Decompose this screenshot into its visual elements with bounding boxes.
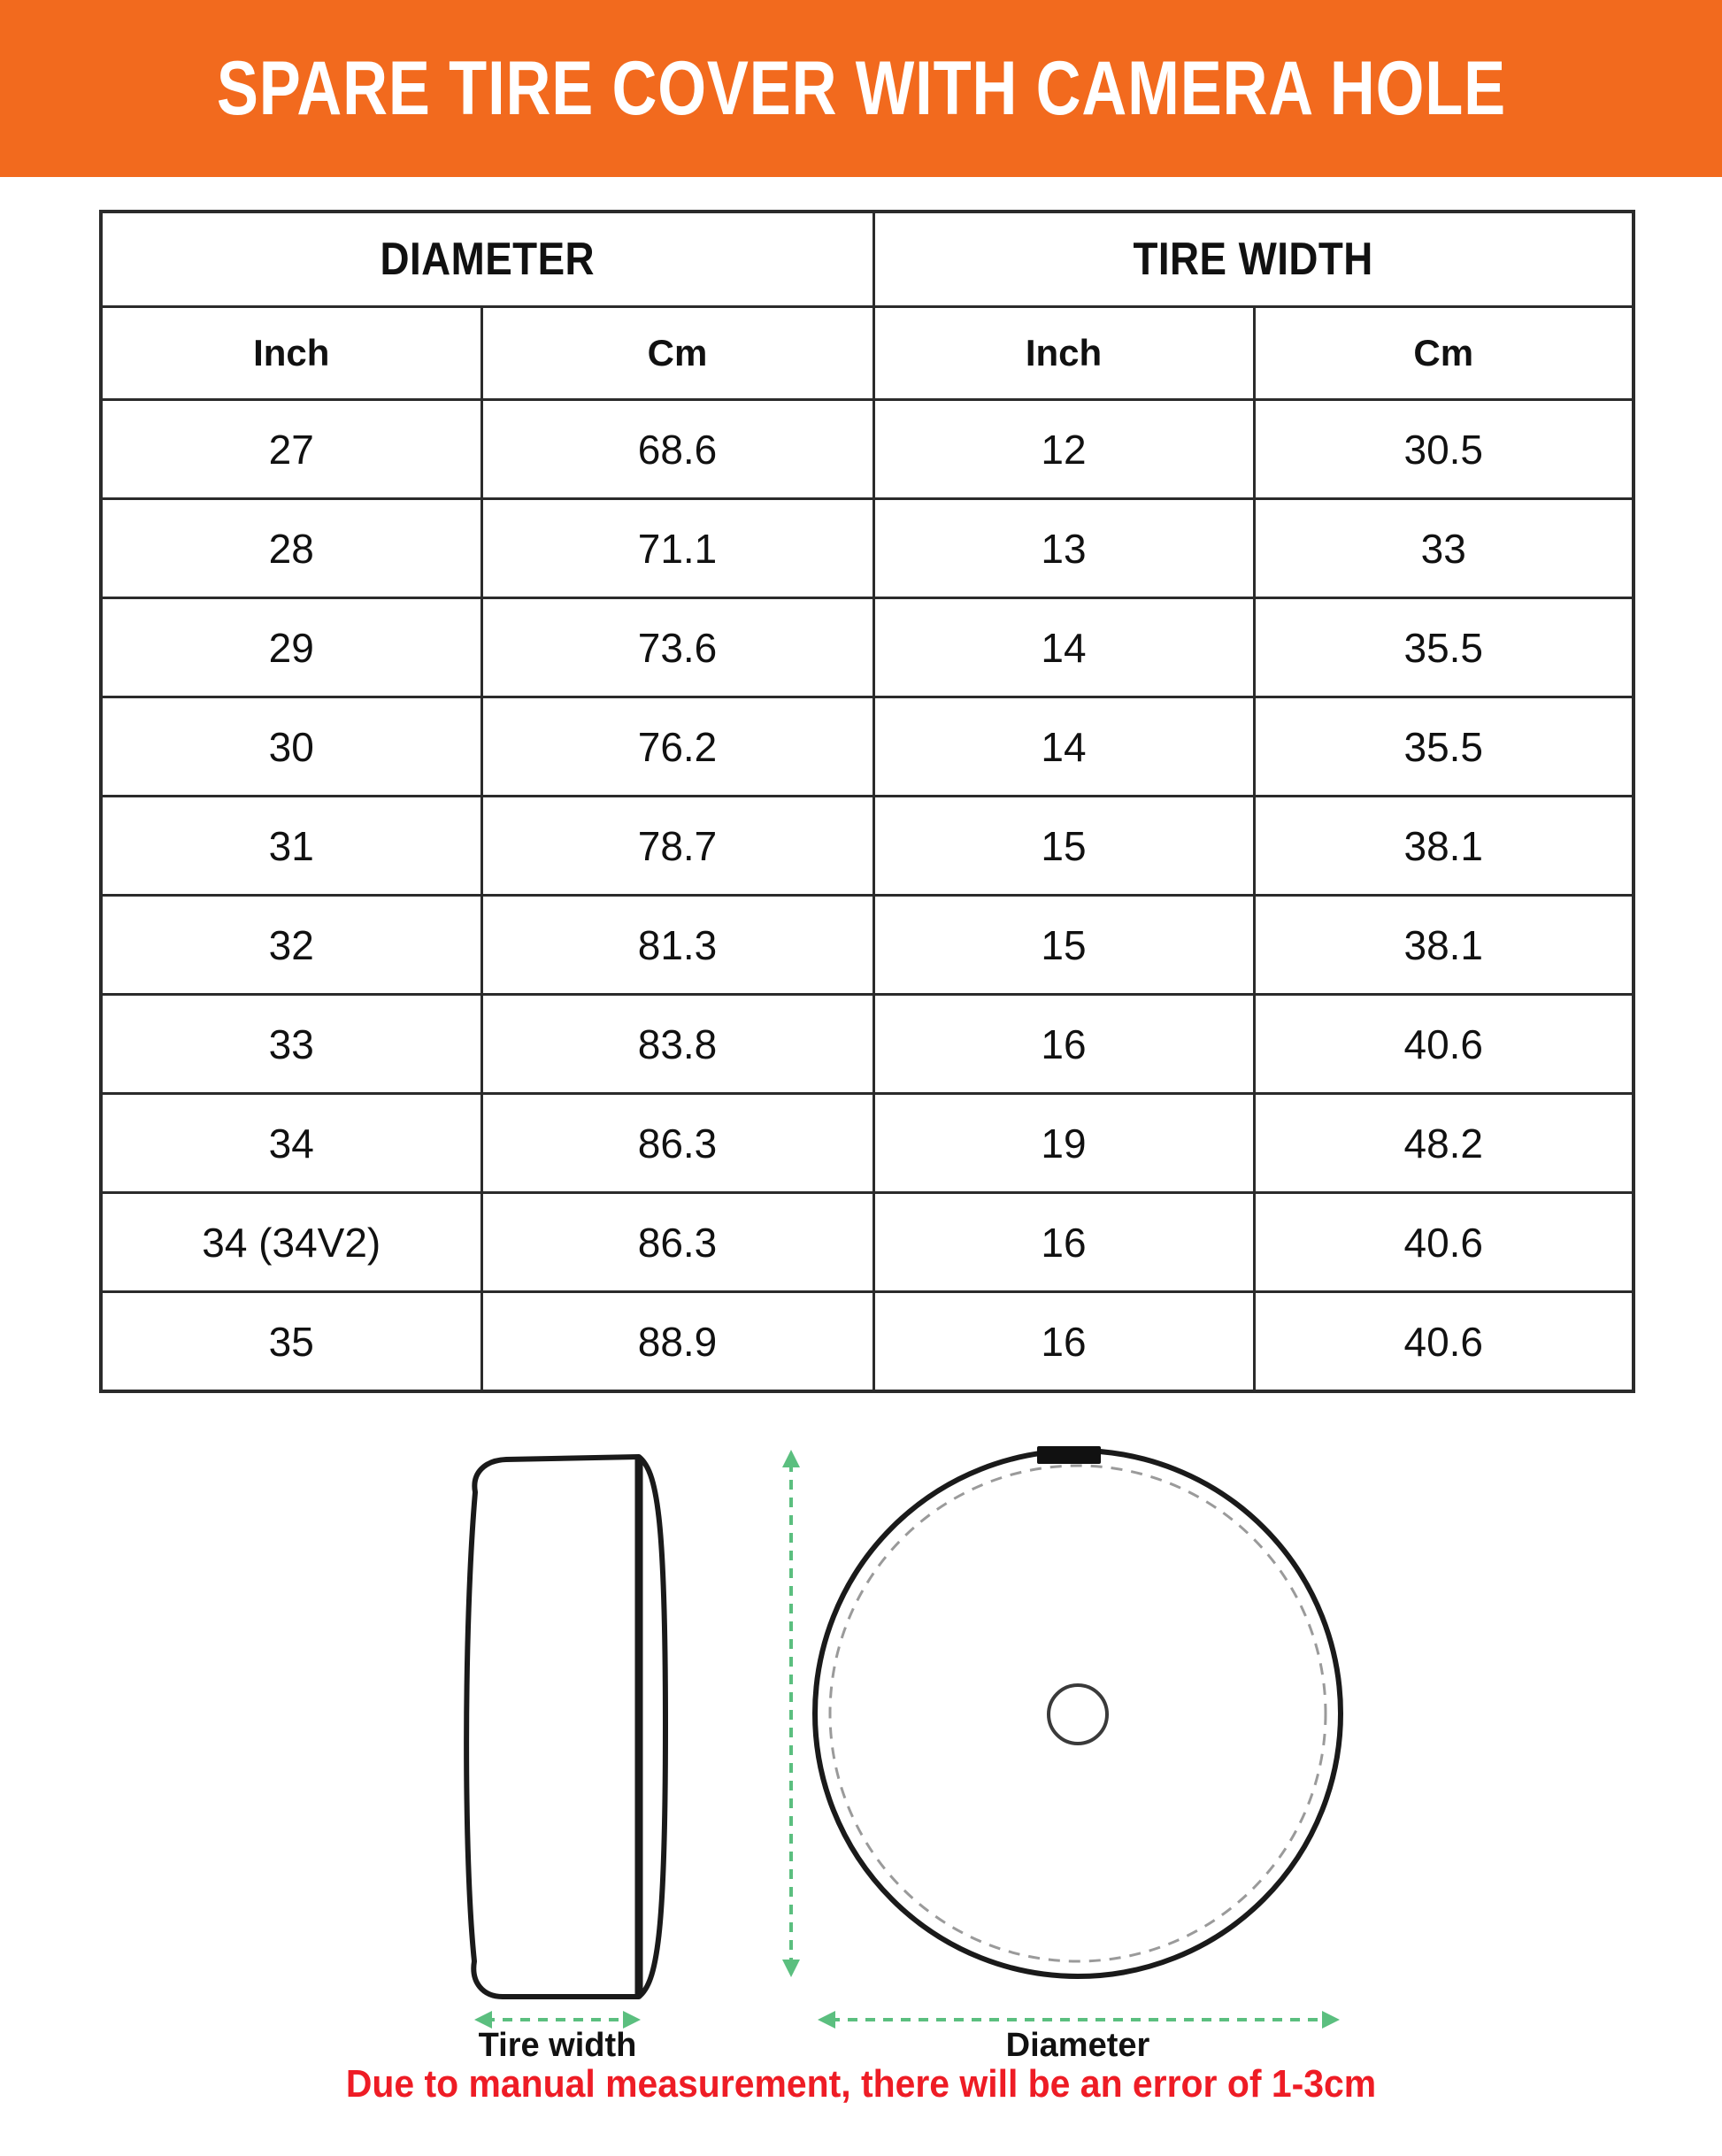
cell-diameter-inch: 33 xyxy=(99,993,483,1095)
cell-width-cm: 40.6 xyxy=(1252,1191,1635,1293)
cell-width-cm: 38.1 xyxy=(1252,795,1635,897)
page-title: SPARE TIRE COVER WITH CAMERA HOLE xyxy=(216,46,1506,131)
diameter-arrow-head-left xyxy=(818,2011,835,2029)
tire-width-label: Tire width xyxy=(478,2027,637,2064)
cell-diameter-cm: 86.3 xyxy=(480,1092,875,1194)
diameter-vertical-arrow-head-bottom xyxy=(782,1960,800,1977)
cell-width-cm: 40.6 xyxy=(1252,993,1635,1095)
size-chart-table: DIAMETER TIRE WIDTH Inch Cm Inch Cm 27 6… xyxy=(99,210,1636,1393)
table-row: 34 (34V2) 86.3 16 40.6 xyxy=(99,1191,1635,1293)
group-header-tire-width: TIRE WIDTH xyxy=(872,210,1635,308)
diameter-vertical-arrow-head-top xyxy=(782,1450,800,1467)
cell-width-cm: 33 xyxy=(1252,497,1635,599)
illustration-svg xyxy=(464,1446,1343,2029)
table-row: 35 88.9 16 40.6 xyxy=(99,1290,1635,1393)
group-header-diameter: DIAMETER xyxy=(99,210,875,308)
cell-width-cm: 40.6 xyxy=(1252,1290,1635,1393)
cell-width-inch: 19 xyxy=(872,1092,1256,1194)
tire-cover-inner-dashed-ring xyxy=(828,1464,1327,1963)
cell-width-inch: 14 xyxy=(872,696,1256,797)
sub-header-diameter-cm: Cm xyxy=(480,305,875,401)
cell-width-cm: 35.5 xyxy=(1252,696,1635,797)
diameter-vertical-arrow xyxy=(782,1450,800,1977)
group-header-tire-width-label: TIRE WIDTH xyxy=(1133,234,1373,285)
cell-width-cm: 30.5 xyxy=(1252,398,1635,500)
cell-diameter-inch: 31 xyxy=(99,795,483,897)
cell-diameter-cm: 71.1 xyxy=(480,497,875,599)
table-body: 27 68.6 12 30.5 28 71.1 13 33 29 73.6 14… xyxy=(99,398,1635,1393)
diameter-label: Diameter xyxy=(1005,2027,1150,2064)
table-row: 29 73.6 14 35.5 xyxy=(99,597,1635,698)
table-row: 31 78.7 15 38.1 xyxy=(99,795,1635,897)
cell-width-inch: 16 xyxy=(872,1290,1256,1393)
cell-diameter-cm: 88.9 xyxy=(480,1290,875,1393)
cell-width-cm: 48.2 xyxy=(1252,1092,1635,1194)
sub-header-diameter-inch: Inch xyxy=(99,305,483,401)
cell-width-inch: 15 xyxy=(872,894,1256,996)
table-row: 33 83.8 16 40.6 xyxy=(99,993,1635,1095)
cell-diameter-inch: 35 xyxy=(99,1290,483,1393)
cell-diameter-cm: 78.7 xyxy=(480,795,875,897)
measurement-illustration: Tire width Diameter xyxy=(0,1416,1722,2064)
cell-diameter-cm: 83.8 xyxy=(480,993,875,1095)
tire-width-arrow-head-left xyxy=(474,2011,492,2029)
cell-diameter-cm: 81.3 xyxy=(480,894,875,996)
cell-diameter-inch: 34 (34V2) xyxy=(99,1191,483,1293)
camera-hole-icon xyxy=(1047,1683,1109,1745)
cell-diameter-inch: 34 xyxy=(99,1092,483,1194)
cell-diameter-cm: 68.6 xyxy=(480,398,875,500)
cell-width-inch: 15 xyxy=(872,795,1256,897)
tire-cover-front-view xyxy=(812,1446,1343,1979)
cell-width-inch: 16 xyxy=(872,1191,1256,1293)
measurement-disclaimer-text: Due to manual measurement, there will be… xyxy=(345,2062,1377,2106)
cell-width-inch: 12 xyxy=(872,398,1256,500)
cell-diameter-cm: 76.2 xyxy=(480,696,875,797)
sub-header-width-cm: Cm xyxy=(1252,305,1635,401)
table-row: 27 68.6 12 30.5 xyxy=(99,398,1635,500)
diameter-horizontal-arrow xyxy=(818,2011,1340,2029)
tire-cover-side-view xyxy=(464,1454,669,1999)
table-group-header-row: DIAMETER TIRE WIDTH xyxy=(99,210,1635,308)
cell-width-cm: 38.1 xyxy=(1252,894,1635,996)
cell-width-inch: 16 xyxy=(872,993,1256,1095)
cell-diameter-inch: 30 xyxy=(99,696,483,797)
table-row: 28 71.1 13 33 xyxy=(99,497,1635,599)
cell-width-inch: 13 xyxy=(872,497,1256,599)
diameter-arrow-head-right xyxy=(1322,2011,1340,2029)
sub-header-width-inch: Inch xyxy=(872,305,1256,401)
cell-diameter-inch: 27 xyxy=(99,398,483,500)
table-row: 34 86.3 19 48.2 xyxy=(99,1092,1635,1194)
page-header-banner: SPARE TIRE COVER WITH CAMERA HOLE xyxy=(0,0,1722,177)
tire-width-dimension-arrow xyxy=(474,2011,641,2029)
cell-diameter-inch: 28 xyxy=(99,497,483,599)
camera-notch-icon xyxy=(1037,1446,1101,1464)
size-chart-table-wrapper: DIAMETER TIRE WIDTH Inch Cm Inch Cm 27 6… xyxy=(99,210,1636,1393)
cell-diameter-inch: 29 xyxy=(99,597,483,698)
table-row: 32 81.3 15 38.1 xyxy=(99,894,1635,996)
cell-width-inch: 14 xyxy=(872,597,1256,698)
table-row: 30 76.2 14 35.5 xyxy=(99,696,1635,797)
cell-diameter-inch: 32 xyxy=(99,894,483,996)
tire-width-arrow-head-right xyxy=(623,2011,641,2029)
tire-cover-side-edge xyxy=(637,1454,669,1999)
tire-cover-side-outline xyxy=(464,1454,642,1999)
cell-diameter-cm: 86.3 xyxy=(480,1191,875,1293)
cell-diameter-cm: 73.6 xyxy=(480,597,875,698)
measurement-disclaimer: Due to manual measurement, there will be… xyxy=(0,2062,1722,2106)
group-header-diameter-label: DIAMETER xyxy=(380,234,595,285)
table-sub-header-row: Inch Cm Inch Cm xyxy=(99,305,1635,401)
cell-width-cm: 35.5 xyxy=(1252,597,1635,698)
